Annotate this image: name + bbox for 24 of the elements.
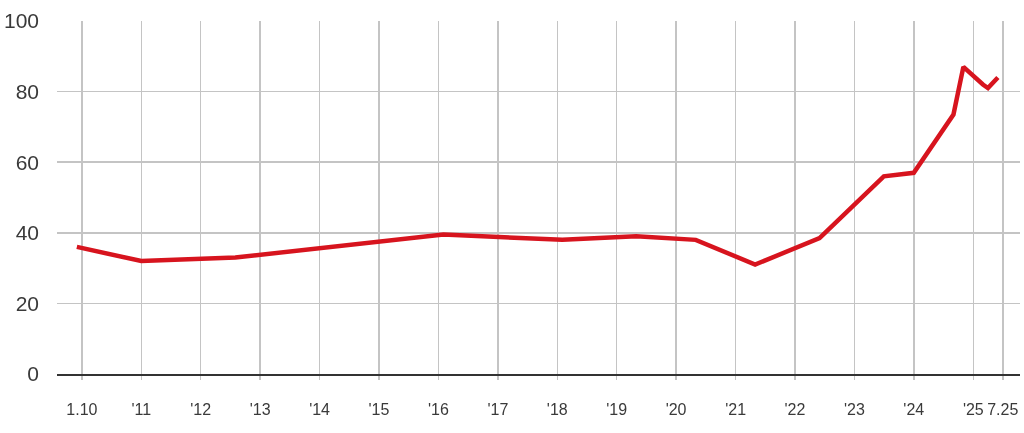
y-tick-label: 40 xyxy=(15,221,39,245)
x-tick-label: '13 xyxy=(249,400,271,418)
x-tick-label: '14 xyxy=(309,400,331,418)
x-tick-label: '18 xyxy=(546,400,568,418)
y-tick-label: 60 xyxy=(15,150,39,174)
x-tick-label: '25 xyxy=(962,400,984,418)
x-tick-label: '19 xyxy=(606,400,628,418)
y-tick-label: 100 xyxy=(3,9,39,33)
x-tick-label: 1.10 xyxy=(66,400,98,418)
y-tick-label: 80 xyxy=(15,79,39,103)
line-series xyxy=(74,64,1001,267)
x-tick-label: 7.25 xyxy=(987,400,1019,418)
x-tick-label: '17 xyxy=(487,400,509,418)
y-tick-label: 20 xyxy=(15,291,39,315)
x-tick-label: '16 xyxy=(427,400,449,418)
x-tick-label: '20 xyxy=(665,400,687,418)
y-tick-label: 0 xyxy=(27,362,39,386)
x-tick-label: '22 xyxy=(784,400,806,418)
x-tick-label: '15 xyxy=(368,400,390,418)
x-tick-label: '23 xyxy=(843,400,865,418)
x-tick-label: '12 xyxy=(190,400,212,418)
x-tick-label: '21 xyxy=(725,400,747,418)
x-tick-label: '24 xyxy=(903,400,925,418)
x-tick-label: '11 xyxy=(131,400,152,418)
